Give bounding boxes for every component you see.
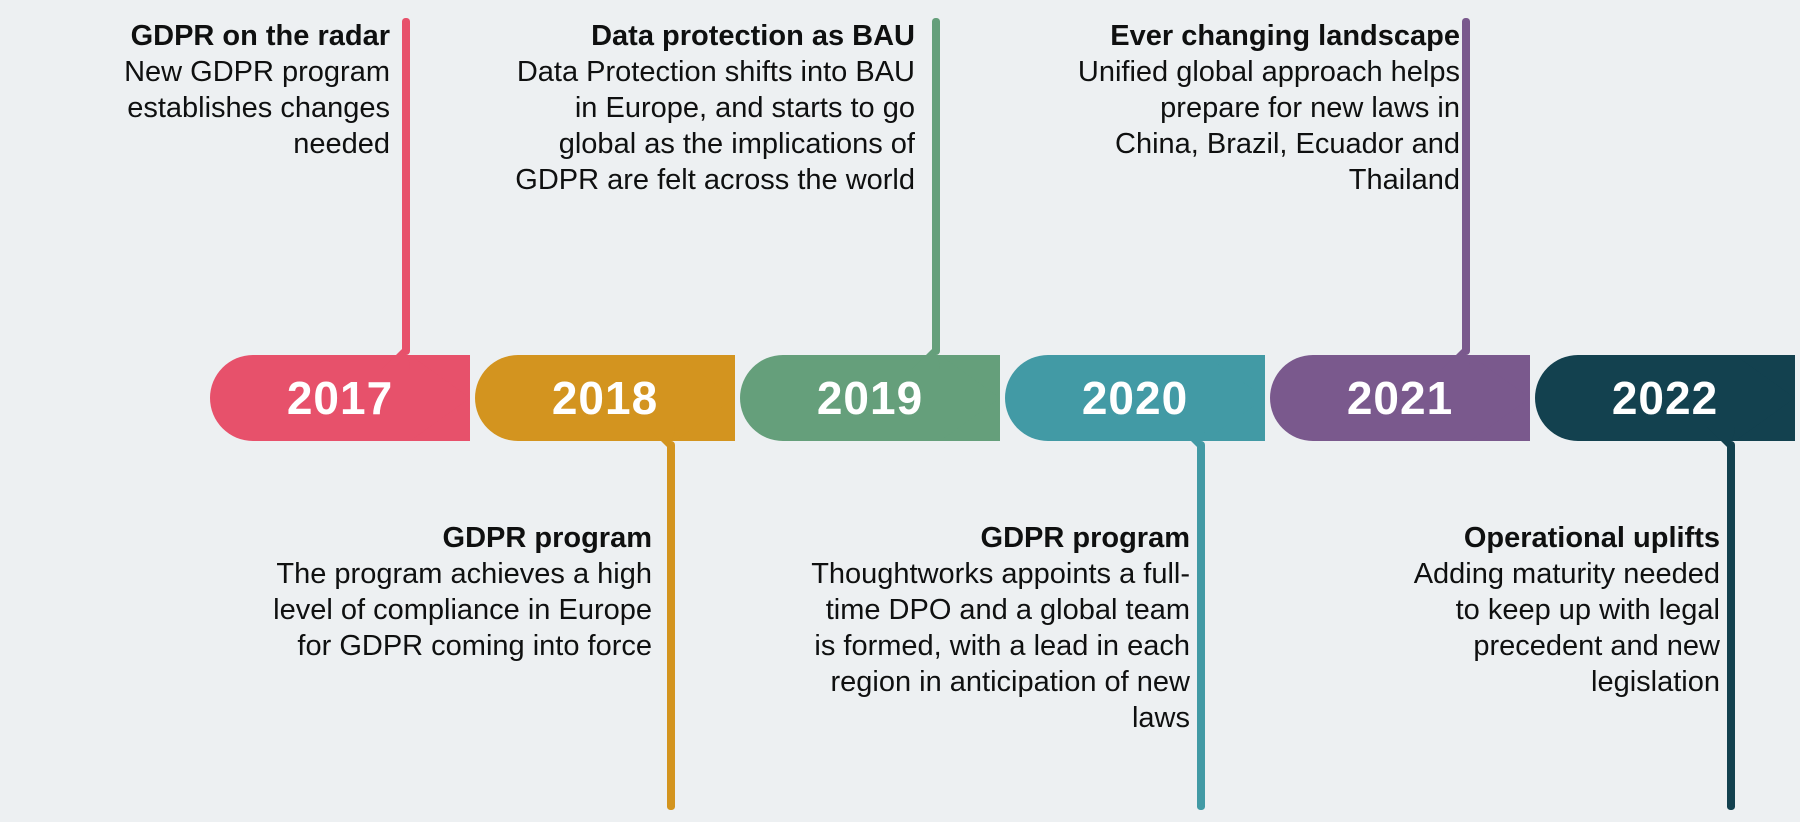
- connector-2018: [667, 441, 675, 810]
- timeline-infographic: 2017 2018 2019 2020 2021 2022 GDPR on the rad…: [0, 0, 1800, 822]
- year-pill-2018: 2018: [475, 355, 735, 441]
- callout-title: Ever changing landscape: [1070, 18, 1460, 54]
- callout-2017: GDPR on the radarNew GDPR program establ…: [50, 18, 390, 162]
- year-label: 2021: [1347, 371, 1453, 425]
- callout-body: The program achieves a high level of com…: [262, 556, 652, 664]
- connector-2022: [1727, 441, 1735, 810]
- year-pill-2022: 2022: [1535, 355, 1795, 441]
- callout-title: GDPR program: [800, 520, 1190, 556]
- year-pill-2017: 2017: [210, 355, 470, 441]
- callout-2020: GDPR programThoughtworks appoints a full…: [800, 520, 1190, 736]
- year-label: 2020: [1082, 371, 1188, 425]
- callout-title: Operational uplifts: [1400, 520, 1720, 556]
- callout-body: Unified global approach helps prepare fo…: [1070, 54, 1460, 198]
- year-label: 2022: [1612, 371, 1718, 425]
- callout-body: Adding maturity needed to keep up with l…: [1400, 556, 1720, 700]
- connector-2020: [1197, 441, 1205, 810]
- callout-title: GDPR program: [262, 520, 652, 556]
- year-pill-2019: 2019: [740, 355, 1000, 441]
- year-label: 2019: [817, 371, 923, 425]
- year-label: 2017: [287, 371, 393, 425]
- callout-title: GDPR on the radar: [50, 18, 390, 54]
- connector-2021: [1462, 18, 1470, 355]
- connector-2017: [402, 18, 410, 355]
- connector-2019: [932, 18, 940, 355]
- year-pill-2020: 2020: [1005, 355, 1265, 441]
- callout-body: Thoughtworks appoints a full-time DPO an…: [800, 556, 1190, 736]
- year-label: 2018: [552, 371, 658, 425]
- callout-body: New GDPR program establishes changes nee…: [50, 54, 390, 162]
- callout-2021: Ever changing landscapeUnified global ap…: [1070, 18, 1460, 198]
- callout-body: Data Protection shifts into BAU in Europ…: [500, 54, 915, 198]
- timeline-row: 2017 2018 2019 2020 2021 2022: [210, 355, 1795, 441]
- callout-title: Data protection as BAU: [500, 18, 915, 54]
- callout-2022: Operational upliftsAdding maturity neede…: [1400, 520, 1720, 700]
- year-pill-2021: 2021: [1270, 355, 1530, 441]
- callout-2018: GDPR programThe program achieves a high …: [262, 520, 652, 664]
- callout-2019: Data protection as BAUData Protection sh…: [500, 18, 915, 198]
